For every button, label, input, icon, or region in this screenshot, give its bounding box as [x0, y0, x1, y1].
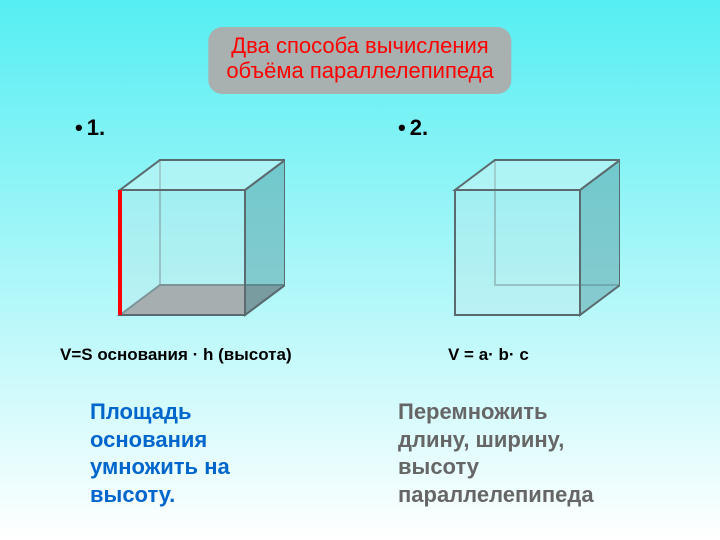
formula-right: V = a· b· c: [448, 345, 578, 365]
cube-right: [440, 150, 620, 330]
title-line1: Два способа вычисления: [231, 33, 488, 58]
desc-left: Площадь основания умножить на высоту.: [90, 398, 230, 508]
desc-left-l4: высоту.: [90, 482, 175, 507]
desc-right-l1: Перемножить: [398, 399, 548, 424]
desc-left-l2: основания: [90, 427, 207, 452]
formula-left: V=S основания · h (высота): [60, 345, 300, 365]
desc-left-l1: Площадь: [90, 399, 192, 424]
desc-right-l2: длину, ширину,: [398, 427, 564, 452]
desc-left-l3: умножить на: [90, 454, 230, 479]
bullet-left: •1.: [75, 115, 105, 141]
title-line2: объёма параллелепипеда: [226, 58, 493, 83]
desc-right: Перемножить длину, ширину, высоту паралл…: [398, 398, 594, 508]
bullet-right-text: 2.: [410, 115, 428, 140]
desc-right-l3: высоту: [398, 454, 479, 479]
slide: Два способа вычисления объёма параллелеп…: [0, 0, 720, 540]
bullet-left-text: 1.: [87, 115, 105, 140]
bullet-right: •2.: [398, 115, 428, 141]
cube-left: [105, 150, 285, 330]
desc-right-l4: параллелепипеда: [398, 482, 594, 507]
title-pill: Два способа вычисления объёма параллелеп…: [208, 27, 511, 94]
